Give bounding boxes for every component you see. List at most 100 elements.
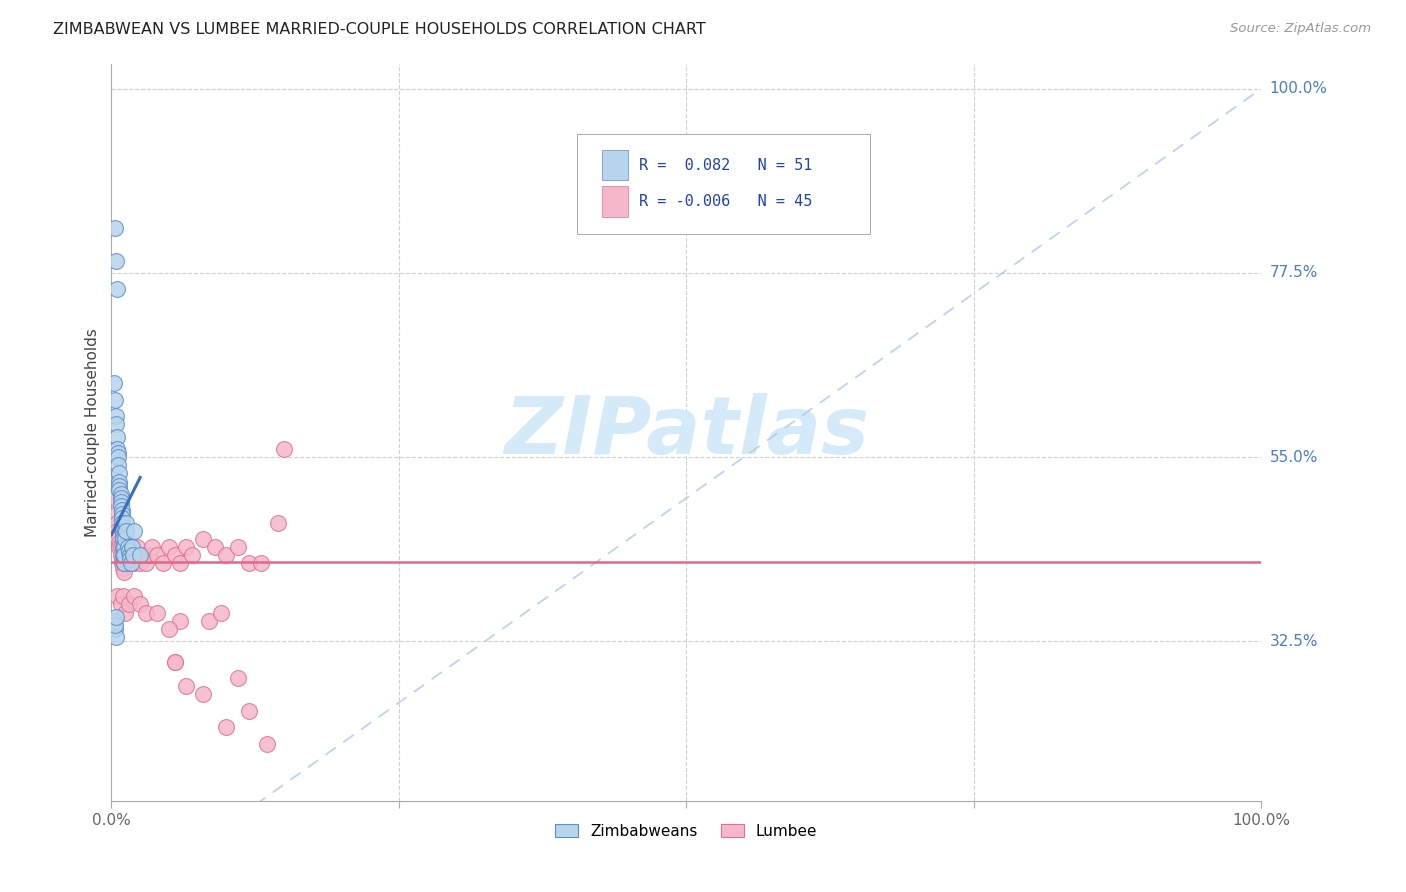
Point xyxy=(238,704,260,718)
Point xyxy=(105,516,128,530)
Point xyxy=(105,508,128,522)
Text: 32.5%: 32.5% xyxy=(1270,633,1319,648)
FancyBboxPatch shape xyxy=(576,134,870,234)
Point xyxy=(114,524,136,538)
Point xyxy=(108,467,131,481)
Point xyxy=(117,540,139,554)
Point xyxy=(111,524,134,538)
FancyBboxPatch shape xyxy=(602,186,627,218)
Point xyxy=(111,560,134,574)
Point xyxy=(163,655,186,669)
Point xyxy=(138,549,160,563)
Point xyxy=(215,549,238,563)
Text: R = -0.006   N = 45: R = -0.006 N = 45 xyxy=(640,194,813,210)
Point xyxy=(103,614,125,628)
Point xyxy=(104,622,127,636)
Point xyxy=(118,544,141,558)
Point xyxy=(163,549,186,563)
Point xyxy=(115,516,138,530)
Text: 77.5%: 77.5% xyxy=(1270,265,1317,280)
Point xyxy=(174,540,197,554)
Point xyxy=(169,557,191,571)
Point xyxy=(110,487,132,501)
Point xyxy=(111,528,134,542)
Point xyxy=(105,429,128,443)
Point xyxy=(110,598,132,612)
Point xyxy=(118,552,141,566)
Point xyxy=(122,549,145,563)
Point xyxy=(120,557,142,571)
Point xyxy=(163,655,186,669)
Point xyxy=(121,540,143,554)
Point xyxy=(193,532,215,546)
Point xyxy=(111,519,134,533)
Point xyxy=(226,671,249,685)
Point xyxy=(129,549,152,563)
Text: 55.0%: 55.0% xyxy=(1270,450,1317,465)
Text: R =  0.082   N = 51: R = 0.082 N = 51 xyxy=(640,158,813,172)
Point xyxy=(104,618,127,632)
Point xyxy=(111,508,134,522)
Point xyxy=(108,536,131,550)
Point xyxy=(124,589,146,603)
Point xyxy=(180,549,202,563)
Point xyxy=(118,549,141,563)
Point xyxy=(105,589,128,603)
Point xyxy=(108,478,131,492)
Point xyxy=(169,614,191,628)
Point xyxy=(114,532,136,546)
Point xyxy=(125,540,148,554)
Point xyxy=(146,549,169,563)
Point xyxy=(111,549,134,563)
Point xyxy=(132,549,155,563)
Y-axis label: Married-couple Households: Married-couple Households xyxy=(86,328,100,537)
Point xyxy=(174,679,197,693)
Point xyxy=(118,549,141,563)
Point xyxy=(111,516,134,530)
Point xyxy=(121,549,143,563)
Point xyxy=(198,614,221,628)
Point xyxy=(129,598,152,612)
Point xyxy=(111,503,134,517)
Point xyxy=(108,475,131,489)
Point xyxy=(110,549,132,563)
Point xyxy=(115,540,138,554)
Point xyxy=(157,540,180,554)
Point xyxy=(107,458,129,473)
Point xyxy=(105,524,128,538)
Point xyxy=(112,557,135,571)
Point xyxy=(152,557,174,571)
Point xyxy=(135,557,157,571)
Point xyxy=(118,557,141,571)
Point xyxy=(135,606,157,620)
Point xyxy=(108,540,131,554)
Point xyxy=(112,540,135,554)
Point xyxy=(124,524,146,538)
Point xyxy=(104,491,127,505)
Point xyxy=(204,540,226,554)
Point xyxy=(103,376,125,391)
Point xyxy=(105,609,128,624)
Point xyxy=(114,549,136,563)
Point xyxy=(226,540,249,554)
Point xyxy=(105,409,128,423)
Point xyxy=(256,737,278,751)
Point xyxy=(111,557,134,571)
Point xyxy=(111,589,134,603)
Point xyxy=(104,220,127,235)
Point xyxy=(250,557,273,571)
Point xyxy=(117,557,139,571)
Point xyxy=(157,622,180,636)
Point xyxy=(111,557,134,571)
Point xyxy=(124,557,146,571)
Text: 100.0%: 100.0% xyxy=(1270,81,1327,96)
Point xyxy=(111,552,134,566)
Point xyxy=(118,598,141,612)
Point xyxy=(193,688,215,702)
Point xyxy=(111,532,134,546)
Point xyxy=(112,565,135,579)
Point xyxy=(111,540,134,554)
FancyBboxPatch shape xyxy=(602,150,627,180)
Text: ZIPatlas: ZIPatlas xyxy=(503,393,869,472)
Point xyxy=(129,557,152,571)
